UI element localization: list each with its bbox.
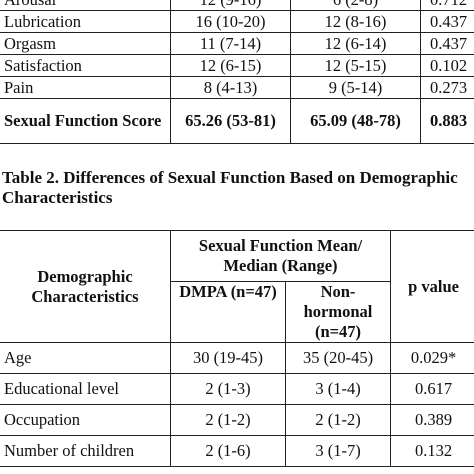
table-row: Pain 8 (4-13) 9 (5-14) 0.273 (0, 76, 474, 99)
table-cell: 0.132 (390, 435, 474, 467)
table-cell: 2 (1-3) (170, 373, 286, 405)
table-cell: Pain (0, 76, 171, 99)
table-cell: 65.26 (53-81) (170, 98, 291, 144)
table-cell: Age (0, 342, 171, 374)
table-cell: 0.883 (420, 98, 474, 144)
table-cell: 0.712 (420, 0, 474, 11)
table-cell: 35 (20-45) (284, 342, 392, 374)
table-cell: Educational level (0, 373, 171, 405)
table-cell: 0.437 (420, 32, 474, 55)
table-cell: 9 (5-14) (290, 76, 421, 99)
header-cell: p value (390, 230, 474, 343)
table-cell: 30 (19-45) (170, 342, 286, 374)
table-cell: 11 (7-14) (170, 32, 291, 55)
table-cell: Satisfaction (0, 54, 171, 77)
table-cell: 6 (2-8) (290, 0, 421, 11)
table-cell: 0.389 (390, 404, 474, 436)
table-2-title: Table 2. Differences of Sexual Function … (2, 168, 458, 207)
table-cell: 12 (6-15) (170, 54, 291, 77)
table-cell: Number of children (0, 435, 171, 467)
table-row: Number of children 2 (1-6) 3 (1-7) 0.132 (0, 435, 474, 467)
table-cell: 0.437 (420, 10, 474, 33)
table-cell: 12 (6-14) (290, 32, 421, 55)
table-cell: 0.102 (420, 54, 474, 77)
table-row: Arousal12 (9-16)6 (2-8)0.712 (0, 0, 474, 11)
table-cell: 2 (1-2) (170, 404, 286, 436)
table-cell: 12 (9-16) (170, 0, 291, 11)
table-cell: 16 (10-20) (170, 10, 291, 33)
table-row: Age 30 (19-45) 35 (20-45) 0.029* (0, 342, 474, 374)
table-row: Educational level 2 (1-3) 3 (1-4) 0.617 (0, 373, 474, 405)
table-1: Arousal12 (9-16)6 (2-8)0.712Lubrication1… (0, 0, 474, 144)
table-cell: 12 (5-15) (290, 54, 421, 77)
table-cell: 8 (4-13) (170, 76, 291, 99)
table-cell: 2 (1-6) (170, 435, 286, 467)
table-row: Lubrication 16 (10-20) 12 (8-16) 0.437 (0, 10, 474, 33)
table-row: Satisfaction 12 (6-15) 12 (5-15) 0.102 (0, 54, 474, 77)
table-cell: Lubrication (0, 10, 171, 33)
table-cell: 0.029* (390, 342, 474, 374)
table-cell: 65.09 (48-78) (290, 98, 421, 144)
table-cell: Sexual Function Score (0, 98, 171, 144)
table-2: Demographic Characteristics Sexual Funct… (0, 230, 474, 467)
header-cell: Sexual Function Mean/ Median (Range) (169, 230, 392, 282)
table-row: Orgasm 11 (7-14) 12 (6-14) 0.437 (0, 32, 474, 55)
table-cell: 0.617 (390, 373, 474, 405)
table-cell: Arousal (0, 0, 171, 11)
table-cell: 3 (1-7) (284, 435, 392, 467)
table-cell: Orgasm (0, 32, 171, 55)
table-cell: 12 (8-16) (290, 10, 421, 33)
header-cell: DMPA (n=47) (170, 281, 286, 343)
table-cell: 0.273 (420, 76, 474, 99)
table-cell: 2 (1-2) (284, 404, 392, 436)
header-cell: Non-hormonal (n=47) (284, 281, 392, 343)
header-cell: Demographic Characteristics (0, 230, 171, 343)
table-cell: 3 (1-4) (284, 373, 392, 405)
table-row: Sexual Function Score 65.26 (53-81) 65.09 … (0, 98, 474, 144)
table-cell: Occupation (0, 404, 171, 436)
table-row: Occupation 2 (1-2) 2 (1-2) 0.389 (0, 404, 474, 436)
